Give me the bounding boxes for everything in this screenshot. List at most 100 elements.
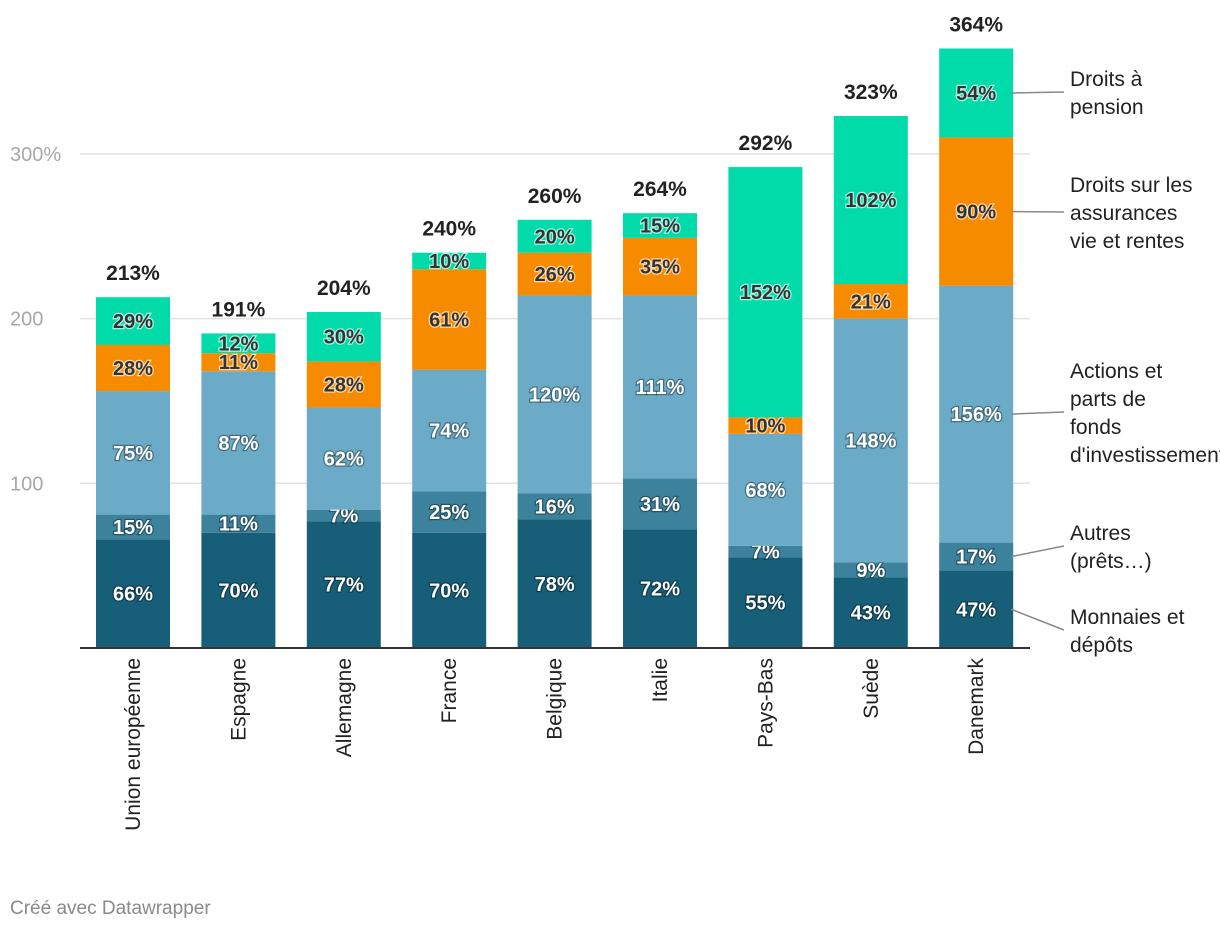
bar-segment xyxy=(412,369,487,492)
bar-segment xyxy=(201,333,276,354)
bar-segment xyxy=(833,284,908,319)
bar-data-label: 29% xyxy=(113,311,153,333)
bar-data-label: 90% xyxy=(956,202,996,224)
bar-data-label: 66% xyxy=(113,584,153,606)
bar-segment xyxy=(96,297,170,345)
bar-data-label: 70% xyxy=(429,580,469,602)
bar-segment xyxy=(939,570,1014,648)
bar-segment xyxy=(833,116,908,285)
bar-data-label: 47% xyxy=(956,599,996,621)
legend-connector xyxy=(1011,411,1065,415)
bar-total-label: 204% xyxy=(317,277,371,300)
bar-data-label: 16% xyxy=(535,496,575,518)
legend-label: Actions et xyxy=(1070,360,1162,383)
bar-data-label: 87% xyxy=(218,433,258,455)
footer-credit: Créé avec Datawrapper xyxy=(10,898,211,919)
legend-label: Monnaies et xyxy=(1070,606,1185,629)
bar-segment xyxy=(833,577,908,648)
bar-data-label: 15% xyxy=(113,517,153,539)
bar-segment xyxy=(201,353,276,372)
legend-label: parts de xyxy=(1070,388,1146,411)
bar-segment xyxy=(939,285,1014,543)
bar-data-label: 78% xyxy=(535,574,575,596)
x-tick-label: Danemark xyxy=(965,658,988,755)
legend-label: Autres xyxy=(1070,522,1131,545)
y-tick-label: 300% xyxy=(10,144,61,166)
bar-data-label: 68% xyxy=(745,480,785,502)
bar-data-label: 75% xyxy=(113,443,153,465)
bar-segment xyxy=(939,48,1014,138)
bar-segment xyxy=(96,539,170,648)
bar-segment xyxy=(728,417,803,434)
legend-label: vie et rentes xyxy=(1070,230,1184,253)
bar-data-label: 31% xyxy=(640,494,680,516)
bar-segment xyxy=(517,295,592,494)
bar-segment xyxy=(939,542,1014,571)
legend-label: (prêts…) xyxy=(1070,550,1152,573)
bar-total-label: 240% xyxy=(422,218,476,241)
bar-segment xyxy=(517,519,592,648)
bar-data-label: 11% xyxy=(219,352,258,374)
bar-segment xyxy=(517,493,592,520)
bar-total-label: 260% xyxy=(528,185,582,208)
legend-label: Droits à xyxy=(1070,68,1143,91)
bar-total-label: 191% xyxy=(212,298,266,321)
bar-data-label: 102% xyxy=(845,190,896,212)
x-tick-label: Espagne xyxy=(227,658,250,741)
bar-data-label: 9% xyxy=(856,560,885,582)
bar-segment xyxy=(728,433,803,546)
legend-label: d'investissement xyxy=(1070,444,1220,467)
bar-total-label: 264% xyxy=(633,178,687,201)
x-tick-label: Belgique xyxy=(544,658,567,740)
bar-data-label: 12% xyxy=(218,333,258,355)
legend-label: pension xyxy=(1070,96,1144,119)
bar-data-label: 156% xyxy=(951,404,1002,426)
bar-segment xyxy=(728,167,803,418)
bar-segment xyxy=(306,521,381,648)
bar-segment xyxy=(96,391,170,515)
bar-data-label: 15% xyxy=(640,216,680,238)
bar-segment xyxy=(623,237,697,296)
bar-data-label: 30% xyxy=(324,327,364,349)
y-tick-label: 100 xyxy=(10,473,43,495)
legend-connector xyxy=(1011,545,1065,558)
bar-segment xyxy=(623,478,697,530)
bar-data-label: 7% xyxy=(329,505,358,527)
legend-label: assurances xyxy=(1070,202,1177,225)
bar-data-label: 72% xyxy=(640,579,680,601)
bar-segment xyxy=(728,557,803,648)
bar-data-label: 55% xyxy=(745,593,785,615)
bar-segment xyxy=(201,532,276,648)
legend-connector xyxy=(1011,91,1065,94)
bar-data-label: 43% xyxy=(851,603,891,625)
bar-total-label: 213% xyxy=(106,262,160,285)
bar-data-label: 61% xyxy=(429,309,469,331)
bar-data-label: 11% xyxy=(219,514,258,536)
legend-label: dépôts xyxy=(1070,634,1133,657)
bar-total-label: 292% xyxy=(739,132,793,155)
bar-segment xyxy=(412,491,487,533)
bar-data-label: 10% xyxy=(745,416,785,438)
bar-segment xyxy=(517,219,592,253)
x-tick-label: Union européenne xyxy=(122,658,145,831)
x-tick-label: Italie xyxy=(649,658,672,702)
bar-data-label: 74% xyxy=(429,421,469,443)
bar-data-label: 62% xyxy=(324,449,364,471)
bar-data-label: 28% xyxy=(113,358,153,380)
bar-segment xyxy=(517,252,592,296)
legend-connector xyxy=(1010,608,1065,631)
bar-data-label: 28% xyxy=(324,374,364,396)
bar-data-label: 17% xyxy=(956,547,996,569)
legend-label: Droits sur les xyxy=(1070,174,1193,197)
bar-data-label: 21% xyxy=(851,291,891,313)
bar-segment xyxy=(412,252,487,270)
bar-data-label: 77% xyxy=(324,575,364,597)
x-tick-label: France xyxy=(438,658,461,723)
bar-data-label: 54% xyxy=(956,83,996,105)
bar-data-label: 152% xyxy=(740,282,791,304)
bar-data-label: 25% xyxy=(429,502,469,524)
bar-data-label: 10% xyxy=(429,251,469,273)
bar-data-label: 35% xyxy=(640,257,680,279)
bar-segment xyxy=(306,407,381,510)
